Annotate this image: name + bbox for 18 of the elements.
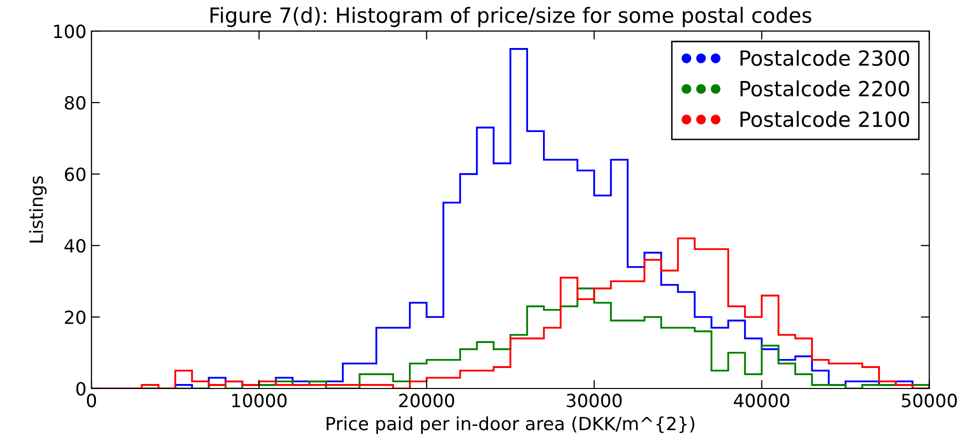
x-tick-label: 10000 [232,394,287,408]
x-axis-title: Price paid per in-door area (DKK/m^{2}) [326,416,694,434]
y-tick-label: 40 [64,238,86,253]
x-tick-label: 30000 [566,394,622,408]
y-tick-label: 0 [76,382,86,396]
y-tick-label: 60 [64,168,86,182]
legend-label: Postalcode 2200 [740,80,910,97]
y-axis-title: Listings [29,176,47,242]
chart-title: Figure 7(d): Histogram of price/size for some postal codes [210,6,812,28]
legend-label: Postalcode 2100 [740,110,910,128]
x-tick-label: 0 [86,394,96,408]
x-tick-label: 40000 [734,394,790,408]
x-tick-label: 20000 [399,394,454,408]
legend-label: Postalcode 2300 [740,50,910,66]
x-tick-label: 50000 [902,394,957,408]
y-tick-label: 80 [64,96,86,110]
y-tick-label: 20 [64,310,86,324]
y-tick-label: 100 [54,24,86,38]
